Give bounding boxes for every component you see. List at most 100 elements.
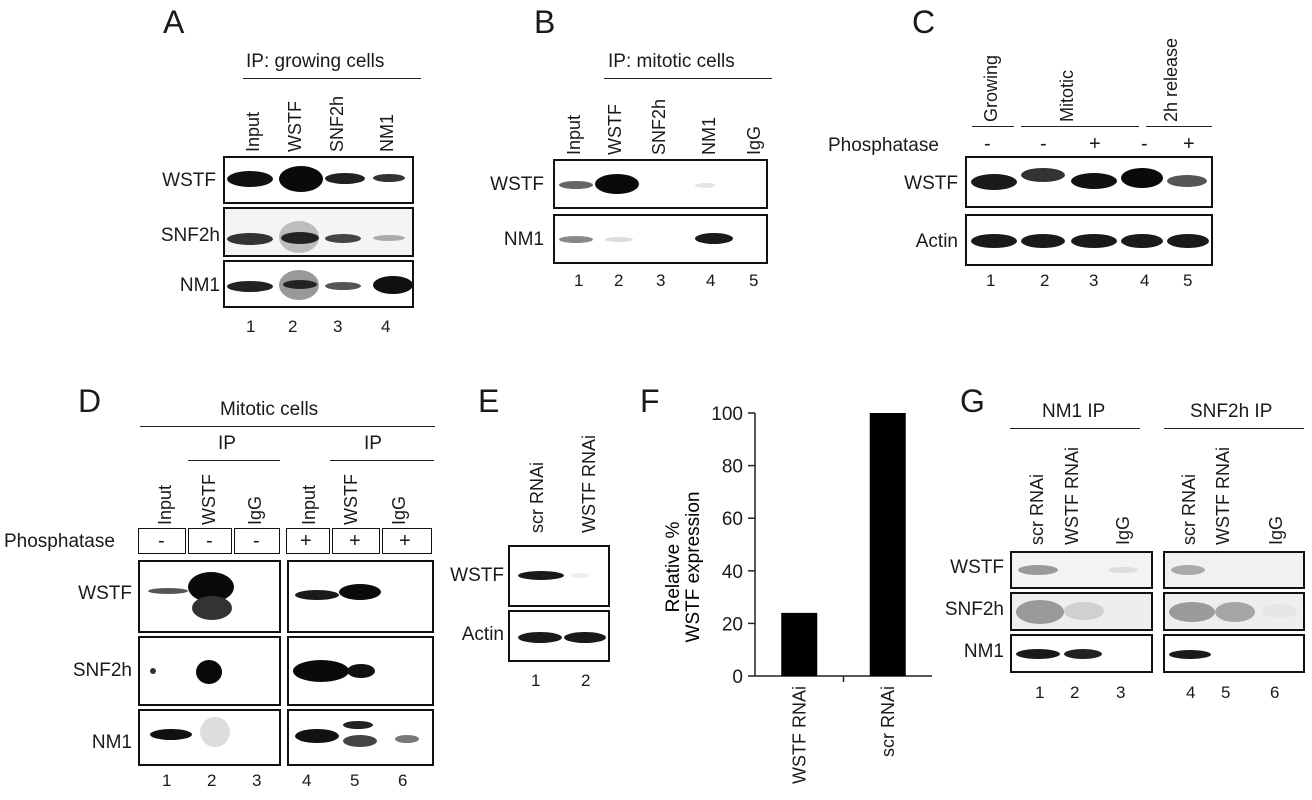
panel-d-num-5: 5 (350, 771, 360, 790)
panel-e-blot-actin (508, 610, 610, 662)
panel-g-group-snf2h: SNF2h IP (1190, 401, 1273, 422)
panel-c-label: C (912, 4, 936, 40)
panel-d-num-3: 3 (252, 771, 262, 790)
panel-d-lane-2: WSTF (199, 474, 219, 525)
panel-b-header-line (604, 78, 772, 79)
panel-c-blot-wstf (965, 156, 1213, 208)
panel-c-num-2: 2 (1040, 271, 1050, 290)
panel-d-blot-wstf-right (287, 560, 434, 633)
panel-b-blot-nm1 (553, 214, 768, 264)
panel-d-lane-3: IgG (245, 495, 265, 525)
panel-g-lane-6: IgG (1266, 515, 1286, 545)
panel-c-num-1: 1 (986, 271, 996, 290)
panel-b-row-wstf: WSTF (490, 174, 544, 195)
chart-ytick-label: 60 (722, 509, 743, 530)
panel-g-num-2: 2 (1070, 683, 1080, 702)
panel-g-group-nm1: NM1 IP (1042, 401, 1106, 422)
panel-g-blot-snf2h-right (1163, 592, 1305, 631)
panel-g-blot-wstf-left (1010, 551, 1153, 589)
panel-d-num-1: 1 (162, 771, 172, 790)
panel-b-num-1: 1 (574, 271, 584, 290)
panel-g-row-snf2h: SNF2h (944, 599, 1004, 620)
panel-c-group-growing: Growing (981, 54, 1001, 122)
panel-a-lane-3: SNF2h (327, 95, 347, 152)
panel-g-blot-nm1-right (1163, 634, 1305, 673)
panel-g-lane-3: IgG (1113, 515, 1133, 545)
panel-b-lane-5: IgG (744, 125, 764, 155)
panel-b-header: IP: mitotic cells (608, 51, 735, 72)
panel-g-lane-2: WSTF RNAi (1062, 447, 1082, 545)
panel-d-sign-4: + (300, 530, 312, 552)
panel-d-row-nm1: NM1 (91, 732, 132, 753)
panel-d-row-snf2h: SNF2h (72, 660, 132, 681)
panel-c-num-4: 4 (1140, 271, 1150, 290)
panel-e-num-1: 1 (531, 671, 541, 690)
panel-c-sign-3: + (1089, 133, 1101, 155)
panel-d-label: D (78, 383, 102, 419)
panel-b-label: B (534, 4, 556, 40)
panel-a-num-2: 2 (288, 317, 298, 336)
panel-g-label: G (960, 383, 985, 419)
panel-g-blot-snf2h-left (1010, 592, 1153, 631)
panel-b-num-4: 4 (706, 271, 716, 290)
panel-c-num-3: 3 (1089, 271, 1099, 290)
panel-e-label: E (478, 383, 500, 419)
panel-d-ip-line-1 (188, 460, 280, 461)
panel-d-sign-1: - (158, 530, 165, 552)
panel-c-phosphatase-label: Phosphatase (828, 135, 939, 156)
panel-b-blot-wstf (553, 159, 768, 209)
panel-c-sign-4: - (1141, 133, 1148, 155)
panel-d-num-4: 4 (302, 771, 312, 790)
panel-b-num-2: 2 (614, 271, 624, 290)
panel-g-lane-1: scr RNAi (1027, 474, 1047, 545)
panel-a-num-1: 1 (246, 317, 256, 336)
panel-f-label: F (640, 383, 660, 419)
panel-d-blot-snf2h-left (138, 636, 281, 706)
panel-c-sign-1: - (984, 133, 991, 155)
panel-d-blot-nm1-right (287, 709, 434, 766)
panel-b-lane-2: WSTF (605, 104, 625, 155)
panel-a-num-4: 4 (381, 317, 391, 336)
panel-d-row-wstf: WSTF (78, 583, 132, 604)
panel-d-sign-3: - (253, 530, 260, 552)
panel-d-num-6: 6 (398, 771, 408, 790)
panel-a-label: A (163, 4, 185, 40)
chart-ytick-label: 0 (732, 667, 743, 688)
panel-d-blot-nm1-left (138, 709, 281, 766)
panel-a-row-nm1: NM1 (179, 275, 220, 296)
panel-b-num-3: 3 (656, 271, 666, 290)
panel-g-num-5: 5 (1221, 683, 1231, 702)
panel-f-chart: 0 20 40 60 80 100 WSTF RNAi scr RNAi Relative … (663, 404, 932, 784)
panel-e-num-2: 2 (581, 671, 591, 690)
panel-c-sign-2: - (1040, 133, 1047, 155)
panel-d-blot-snf2h-right (287, 636, 434, 706)
panel-b-row-nm1: NM1 (503, 229, 544, 250)
panel-g-num-6: 6 (1270, 683, 1280, 702)
panel-g-blot-nm1-left (1010, 634, 1153, 673)
panel-d-lane-4: Input (299, 484, 319, 525)
panel-d-ip-1: IP (218, 433, 236, 454)
panel-e-row-wstf: WSTF (450, 565, 504, 586)
chart-category-label: WSTF RNAi (789, 686, 809, 784)
chart-ytick-label: 20 (722, 614, 743, 635)
panel-c-line-mitotic (1021, 126, 1139, 127)
panel-d-num-2: 2 (207, 771, 217, 790)
panel-d-lane-6: IgG (389, 495, 409, 525)
panel-d-phosphatase-label: Phosphatase (4, 531, 115, 552)
panel-d-lane-1: Input (155, 484, 175, 525)
panel-e-lane-1: scr RNAi (527, 462, 547, 533)
panel-d-blot-wstf-left (138, 560, 281, 633)
panel-d-sign-6: + (399, 530, 411, 552)
panel-c-row-actin: Actin (915, 231, 958, 252)
panel-d-sign-box-2 (188, 528, 232, 554)
panel-a-blot-nm1 (223, 260, 414, 308)
chart-bar (869, 413, 906, 676)
panel-b-lane-3: SNF2h (649, 98, 669, 155)
panel-d-sign-5: + (349, 530, 361, 552)
panel-g-line-snf2h (1164, 428, 1304, 429)
panel-c-line-growing (972, 126, 1014, 127)
panel-a-lane-4: NM1 (377, 113, 397, 152)
panel-g-num-4: 4 (1186, 683, 1196, 702)
panel-a-lane-1: Input (243, 111, 263, 152)
panel-b-num-5: 5 (749, 271, 759, 290)
